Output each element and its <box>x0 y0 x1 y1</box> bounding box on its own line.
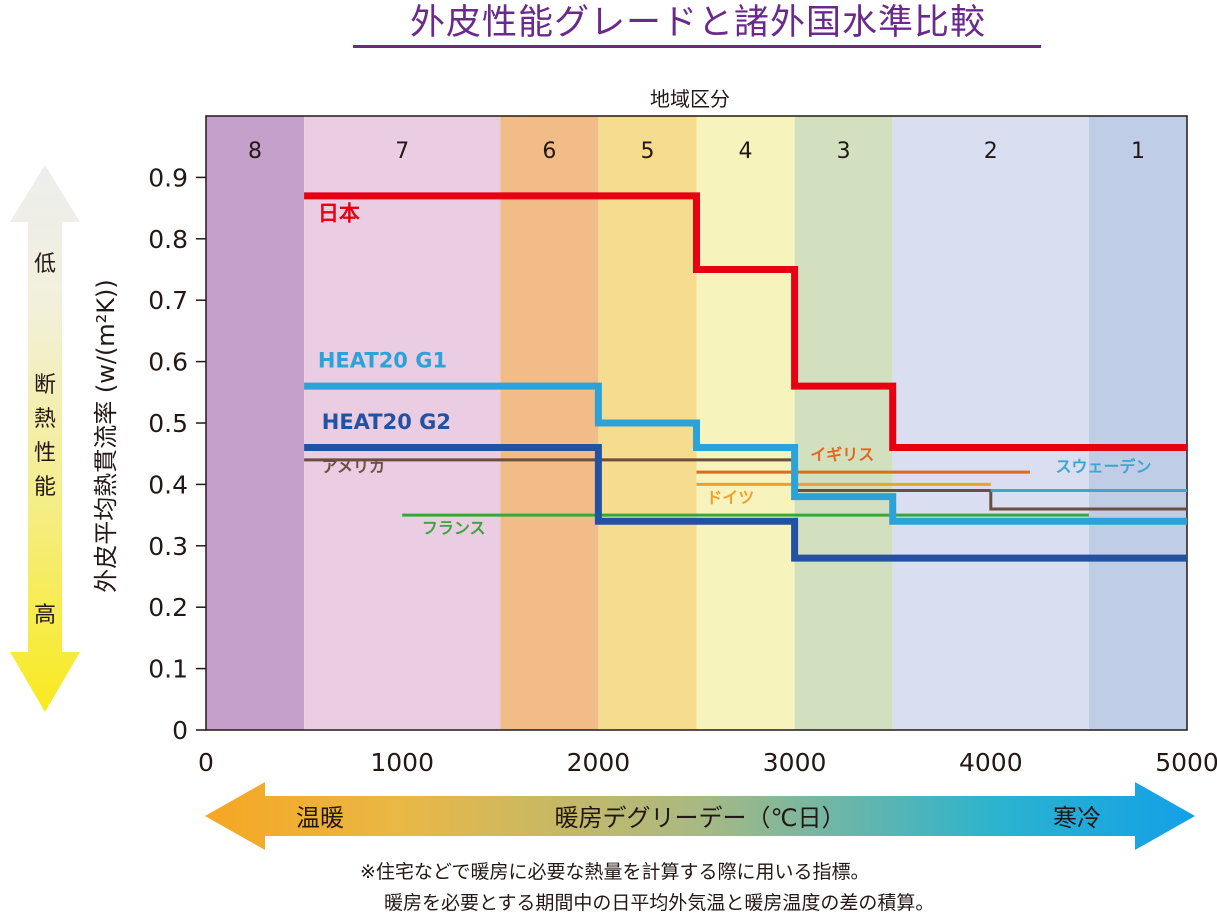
region-4-label: 4 <box>739 139 753 164</box>
series-line-HEAT20 G2 <box>304 444 1187 562</box>
top-axis-label: 地域区分 <box>650 87 730 111</box>
region-3-band <box>794 116 893 730</box>
region-7-band <box>304 116 501 730</box>
x-tick-label: 2000 <box>567 748 631 777</box>
region-2-band <box>892 116 1089 730</box>
y-tick-label: 0.9 <box>148 163 188 192</box>
y-tick-label: 0.6 <box>148 348 188 377</box>
series-label-アメリカ: アメリカ <box>322 457 385 476</box>
region-1-band <box>1088 116 1187 730</box>
region-3-label: 3 <box>837 139 851 164</box>
y-tick-label: 0.5 <box>148 409 188 438</box>
region-5-label: 5 <box>640 139 654 164</box>
climate-regions: 8 7 6 5 4 3 2 1 <box>206 116 1187 730</box>
region-6-band <box>500 116 599 730</box>
region-1-label: 1 <box>1131 139 1145 164</box>
y-tick-label: 0.4 <box>148 470 188 499</box>
y-axis-label: 外皮平均熱貫流率 (w/(m²K)) <box>92 279 120 593</box>
arrow-label-char: 熱 <box>34 407 56 432</box>
x-tick-label: 0 <box>198 748 214 777</box>
title-underline <box>353 45 1041 48</box>
region-6-label: 6 <box>542 139 556 164</box>
degree-day-arrow <box>205 782 1195 850</box>
x-tick-label: 5000 <box>1155 748 1217 777</box>
x-tick-label: 3000 <box>763 748 827 777</box>
series-label-HEAT20 G2: HEAT20 G2 <box>322 410 451 434</box>
footnote-line-1: ※住宅などで暖房に必要な熱量を計算する際に用いる指標。 <box>360 861 870 883</box>
y-tick-label: 0.8 <box>148 225 188 254</box>
arrow-label-warm: 温暖 <box>296 804 344 832</box>
arrow-label-cold: 寒冷 <box>1053 804 1101 832</box>
series-lines <box>304 192 1187 562</box>
series-label-HEAT20 G1: HEAT20 G1 <box>318 349 447 373</box>
arrow-label-low: 低 <box>34 252 56 277</box>
region-7-label: 7 <box>395 139 409 164</box>
footnote-line-2: 暖房を必要とする期間中の日平均外気温と暖房温度の差の積算。 <box>384 892 935 914</box>
region-8-label: 8 <box>248 139 262 164</box>
region-8-band <box>206 116 305 730</box>
region-2-label: 2 <box>984 139 998 164</box>
arrow-label-char: 断 <box>34 373 56 398</box>
series-label-イギリス: イギリス <box>810 445 874 464</box>
y-tick-label: 0 <box>172 716 188 745</box>
y-tick-label: 0.1 <box>148 655 188 684</box>
arrow-label-char: 性 <box>34 441 56 466</box>
series-label-ドイツ: ドイツ <box>706 488 754 507</box>
y-tick-label: 0.7 <box>148 286 188 315</box>
insulation-arrow <box>10 165 80 712</box>
series-line-HEAT20 G1 <box>304 382 1187 525</box>
series-label-フランス: フランス <box>422 519 486 538</box>
x-axis-label: 暖房デグリーデー（℃日） <box>555 804 846 832</box>
x-tick-label: 1000 <box>370 748 434 777</box>
y-tick-label: 0.2 <box>148 593 188 622</box>
chart-title: 外皮性能グレードと諸外国水準比較 <box>409 3 986 43</box>
series-label-スウェーデン: スウェーデン <box>1056 457 1152 476</box>
arrow-label-char: 能 <box>34 475 56 500</box>
axis-ticks: 0 0.1 0.2 0.3 0.4 0.5 0.6 0.7 0.8 0.9 0 1000 2000 300… <box>148 163 1217 777</box>
region-4-band <box>696 116 795 730</box>
x-tick-label: 4000 <box>959 748 1023 777</box>
arrow-label-high: 高 <box>34 603 56 628</box>
series-line-日本 <box>304 192 1187 452</box>
y-tick-label: 0.3 <box>148 532 188 561</box>
series-line-アメリカ <box>304 458 1187 511</box>
series-label-日本: 日本 <box>318 201 360 225</box>
